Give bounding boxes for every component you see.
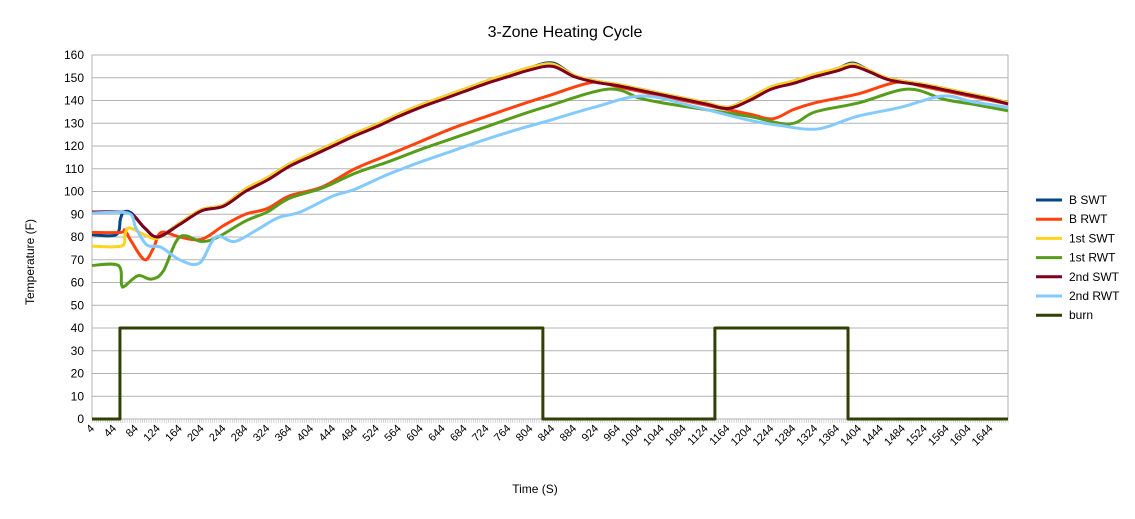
series-line-b-rwt [91,80,1009,262]
x-tick-label: 1204 [729,423,755,449]
y-tick-label: 100 [64,185,84,199]
gridlines [91,54,1009,423]
x-tick-label: 164 [163,423,184,444]
y-tick-label: 50 [71,298,85,312]
y-axis-ticks: 0 10 20 30 40 50 60 70 80 90 100 110 120 130 140 150 160 [64,48,84,426]
x-axis-ticks: 4 44 84 124 164 204 244 284 324 364 404 444 484 524 56… [84,423,995,449]
legend-item: 2nd RWT [1036,289,1120,303]
y-tick-label: 60 [71,276,85,290]
x-tick-label: 1164 [707,423,732,448]
y-tick-label: 0 [77,412,84,426]
x-tick-label: 1444 [860,423,886,449]
x-tick-label: 524 [361,423,382,444]
y-tick-label: 160 [64,48,84,62]
x-tick-label: 244 [207,423,228,444]
series-line-burn [92,326,1008,421]
legend-item: 2nd SWT [1036,270,1120,284]
y-tick-label: 120 [64,139,84,153]
x-tick-label: 564 [382,423,403,444]
legend-label: burn [1069,308,1093,322]
series-line-2nd-swt [91,64,1009,239]
y-axis-label: Temperature (F) [23,219,37,305]
series-lines [91,61,1009,421]
y-tick-label: 30 [71,344,85,358]
legend-label: 1st SWT [1069,231,1116,245]
x-tick-label: 804 [514,423,535,444]
x-tick-label: 4 [84,423,97,436]
x-tick-label: 84 [124,423,141,440]
y-tick-label: 130 [64,116,84,130]
x-tick-label: 284 [229,423,250,444]
x-tick-label: 1324 [794,423,820,449]
series-line-1st-rwt [91,87,1009,289]
x-tick-label: 1044 [641,423,667,449]
series-line-2nd-rwt [91,94,1009,267]
x-tick-label: 1484 [882,423,908,449]
y-tick-label: 40 [71,321,85,335]
legend-item: burn [1036,308,1093,322]
legend-label: B SWT [1069,193,1108,207]
x-axis-label: Time (S) [512,482,558,496]
x-tick-label: 1644 [970,423,996,449]
legend-item: B RWT [1036,212,1108,226]
legend-label: 2nd SWT [1069,270,1120,284]
x-tick-label: 364 [273,423,294,444]
x-tick-label: 844 [536,423,557,444]
y-tick-label: 150 [64,71,84,85]
x-tick-label: 124 [141,423,162,444]
x-tick-label: 764 [492,423,513,444]
x-tick-label: 1604 [948,423,974,449]
x-tick-label: 724 [470,423,491,444]
x-tick-label: 44 [102,423,119,440]
x-tick-label: 1284 [773,423,799,449]
x-tick-label: 1364 [816,423,842,449]
x-tick-label: 1084 [663,423,689,449]
x-tick-label: 444 [317,423,338,444]
y-tick-label: 140 [64,94,84,108]
x-tick-label: 324 [251,423,272,444]
legend-label: 2nd RWT [1069,289,1120,303]
y-tick-label: 70 [71,253,85,267]
legend-label: 1st RWT [1069,251,1116,265]
x-tick-label: 404 [295,423,316,444]
x-tick-label: 644 [426,423,447,444]
x-tick-label: 1404 [838,423,864,449]
x-tick-label: 1524 [904,423,930,449]
x-tick-label: 484 [339,423,360,444]
x-tick-label: 1124 [685,423,710,448]
x-tick-label: 924 [580,423,601,444]
legend-label: B RWT [1069,212,1108,226]
legend-item: 1st SWT [1036,231,1116,245]
legend-item: 1st RWT [1036,251,1116,265]
x-tick-label: 604 [404,423,425,444]
chart-title: 3-Zone Heating Cycle [488,24,643,41]
y-tick-label: 90 [71,207,85,221]
y-tick-label: 10 [71,389,85,403]
x-tick-label: 884 [558,423,579,444]
y-tick-label: 80 [71,230,85,244]
x-tick-label: 204 [185,423,206,444]
y-tick-label: 20 [71,367,85,381]
y-tick-label: 110 [65,162,84,176]
x-tick-label: 1244 [751,423,777,449]
x-tick-label: 1564 [926,423,952,449]
x-tick-label: 684 [448,423,469,444]
legend-item: B SWT [1036,193,1108,207]
legend: B SWT B RWT 1st SWT 1st RWT 2nd SWT 2nd RWT bu… [1036,193,1120,322]
x-tick-label: 1004 [619,423,645,449]
